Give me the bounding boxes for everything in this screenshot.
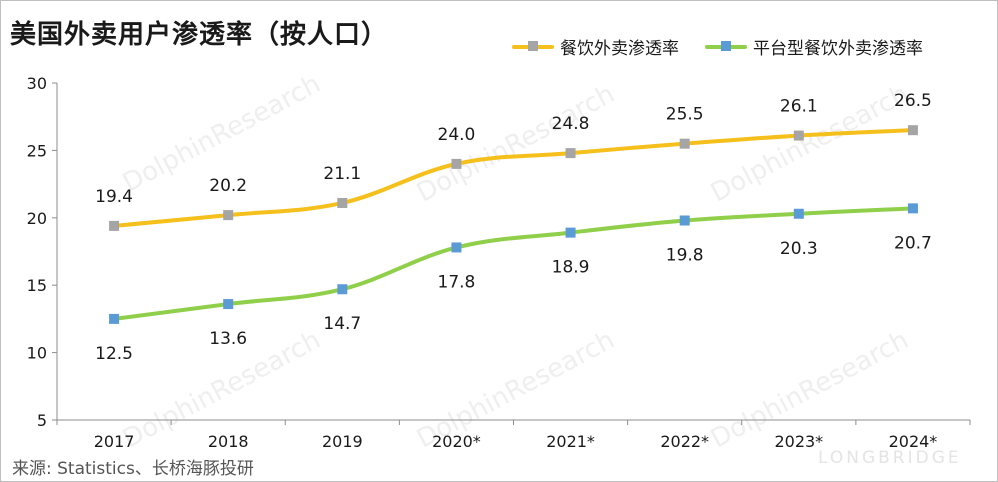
x-tick-label: 2017 (94, 432, 135, 451)
x-tick-label: 2024* (889, 432, 938, 451)
x-tick-label: 2023* (774, 432, 823, 451)
series2-data-label: 17.8 (438, 272, 476, 292)
series2-point (907, 203, 918, 214)
series2-data-label: 12.5 (95, 344, 133, 364)
series2-data-label: 20.7 (894, 233, 932, 253)
series2-data-label: 20.3 (780, 239, 818, 259)
x-tick-label: 2018 (208, 432, 249, 451)
legend-label-series2: 平台型餐饮外卖渗透率 (753, 39, 923, 59)
series2-point (109, 313, 120, 324)
source-note: 来源: Statistics、长桥海豚投研 (12, 459, 254, 479)
series2-data-label: 19.8 (666, 245, 704, 265)
series1-point (109, 220, 120, 231)
x-tick-label: 2021* (546, 432, 595, 451)
series1-data-label: 24.0 (438, 125, 476, 145)
y-tick-label: 10 (27, 344, 47, 363)
series2-data-label: 13.6 (209, 329, 247, 349)
legend-marker-series2 (721, 40, 731, 51)
series1-data-label: 26.5 (894, 91, 932, 111)
series1-line (112, 128, 915, 228)
series2-point (451, 242, 462, 253)
series1-data-label: 20.2 (209, 176, 247, 196)
y-tick-label: 20 (27, 209, 47, 228)
chart-title: 美国外卖用户渗透率（按人口） (10, 20, 389, 50)
legend-swatch-series1 (512, 40, 554, 51)
x-tick-label: 2022* (660, 432, 709, 451)
series1-data-label: 24.8 (552, 114, 590, 134)
series2-data-label: 14.7 (323, 314, 361, 334)
x-tick-label: 2019 (322, 432, 363, 451)
series1-data-label: 19.4 (95, 187, 133, 207)
series2-point (793, 208, 804, 219)
legend: 餐饮外卖渗透率 平台型餐饮外卖渗透率 (512, 34, 949, 59)
series2-point (565, 227, 576, 238)
legend-marker-series1 (528, 40, 538, 51)
watermark-brand: LONGBRIDGE (818, 448, 962, 468)
x-tick-label: 2020* (432, 432, 481, 451)
legend-item-series2: 平台型餐饮外卖渗透率 (705, 34, 923, 59)
y-tick-label: 30 (27, 74, 47, 93)
series2-line (112, 206, 915, 321)
legend-item-series1: 餐饮外卖渗透率 (512, 34, 679, 59)
legend-swatch-series2 (705, 40, 747, 51)
y-tick-label: 5 (37, 411, 47, 430)
series1-point (451, 158, 462, 169)
series1-data-label: 26.1 (780, 97, 818, 117)
series1-point (565, 148, 576, 159)
series1-data-label: 21.1 (323, 164, 361, 184)
series2-data-label: 18.9 (552, 258, 590, 278)
series2-point (679, 215, 690, 226)
legend-label-series1: 餐饮外卖渗透率 (560, 39, 679, 59)
y-tick-label: 25 (27, 141, 47, 160)
series1-point (337, 197, 348, 208)
series1-point (907, 125, 918, 136)
series2-point (223, 299, 234, 310)
series2-point (337, 284, 348, 295)
series1-point (679, 138, 690, 149)
series1-point (793, 130, 804, 141)
series1-point (223, 210, 234, 221)
y-tick-label: 15 (27, 276, 47, 295)
series1-data-label: 25.5 (666, 105, 704, 125)
